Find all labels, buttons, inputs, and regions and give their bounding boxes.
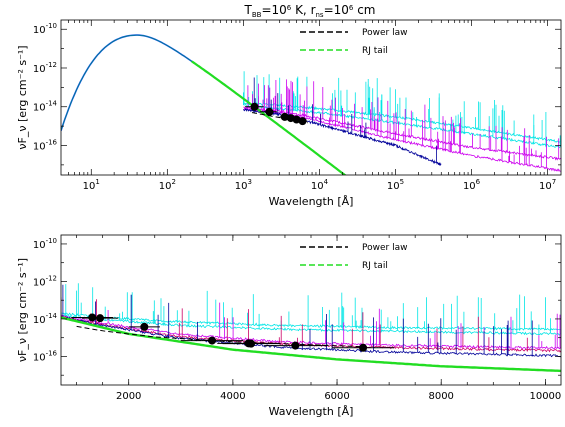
x-tick-label: 4000 — [220, 391, 245, 402]
x-tick-label: 6000 — [324, 391, 349, 402]
spectrum-series-0 — [243, 71, 561, 144]
x-tick-exponent: 7 — [552, 178, 556, 186]
chart-title: TBB=106 K, rns=106 cm — [244, 3, 376, 19]
x-tick-label: 10000 — [529, 391, 561, 402]
y-tick-label: 10-16 — [33, 138, 58, 152]
y-tick-base: 10 — [33, 103, 46, 114]
x-tick-base: 10 — [463, 181, 476, 192]
spectrum-series-4 — [61, 284, 561, 358]
x-axis-label: Wavelength [Å] — [269, 405, 354, 418]
legend-label: RJ tail — [362, 46, 388, 56]
y-tick-base: 10 — [33, 315, 46, 326]
y-tick-base: 10 — [33, 277, 46, 288]
y-tick-exponent: -16 — [46, 138, 58, 146]
data-point — [247, 339, 256, 348]
y-axis-label: νF_ν [erg cm⁻² s⁻¹] — [16, 45, 29, 149]
y-tick-base: 10 — [33, 64, 46, 75]
x-tick-base: 10 — [387, 181, 400, 192]
data-point — [140, 322, 149, 331]
spectrum-series-2 — [243, 79, 561, 161]
x-tick-label: 105 — [387, 178, 404, 192]
y-tick-label: 10-14 — [33, 100, 58, 114]
y-tick-exponent: -12 — [46, 61, 57, 69]
legend-label: Power law — [362, 243, 407, 253]
spectrum-series-0 — [61, 283, 561, 332]
y-tick-label: 10-12 — [33, 61, 57, 75]
y-tick-base: 10 — [33, 25, 46, 36]
data-point — [250, 102, 259, 111]
y-tick-exponent: -12 — [46, 274, 57, 282]
data-point — [208, 336, 217, 345]
plot-area — [61, 34, 561, 175]
x-axis-label: Wavelength [Å] — [269, 195, 354, 208]
x-tick-exponent: 2 — [171, 178, 175, 186]
legend-label: Power law — [362, 28, 407, 38]
x-tick-label: 8000 — [428, 391, 453, 402]
x-tick-base: 10 — [235, 181, 248, 192]
x-tick-base: 10 — [83, 181, 96, 192]
x-tick-base: 10 — [539, 181, 552, 192]
data-point — [265, 107, 274, 116]
x-tick-label: 101 — [83, 178, 100, 192]
y-tick-exponent: -14 — [46, 312, 58, 320]
plot-frame — [60, 19, 562, 176]
power-law-line — [251, 112, 308, 124]
y-tick-base: 10 — [33, 240, 46, 251]
y-tick-exponent: -10 — [46, 237, 57, 245]
y-tick-exponent: -14 — [46, 100, 58, 108]
y-tick-label: 10-10 — [33, 22, 57, 36]
plot-area — [61, 283, 561, 373]
x-tick-label: 2000 — [116, 391, 141, 402]
x-tick-exponent: 6 — [476, 178, 481, 186]
x-tick-exponent: 5 — [400, 178, 404, 186]
x-tick-base: 10 — [311, 181, 324, 192]
spectrum-series-1 — [61, 284, 561, 336]
bottom-panel: 2000 4000 6000 8000 1000010-1010-1210-1410-1… — [16, 234, 562, 418]
y-tick-label: 10-12 — [33, 274, 57, 288]
top-panel: 101 102 103 104 105 106 10710-1010-1210-1410-1… — [16, 19, 562, 208]
x-tick-base: 10 — [159, 181, 172, 192]
x-tick-exponent: 3 — [248, 178, 252, 186]
x-tick-label: 103 — [235, 178, 252, 192]
x-tick-label: 102 — [159, 178, 176, 192]
x-tick-exponent: 1 — [95, 178, 99, 186]
y-tick-label: 10-10 — [33, 237, 57, 251]
x-tick-label: 107 — [539, 178, 556, 192]
legend-label: RJ tail — [362, 261, 388, 271]
data-point — [298, 117, 307, 126]
x-tick-exponent: 4 — [324, 178, 329, 186]
x-tick-label: 104 — [311, 178, 329, 192]
y-tick-exponent: -10 — [46, 22, 57, 30]
x-tick-label: 106 — [463, 178, 481, 192]
spectrum-series-4 — [243, 77, 442, 167]
spectrum-series-3 — [243, 80, 561, 172]
plot-frame — [60, 234, 562, 386]
y-tick-base: 10 — [33, 141, 46, 152]
y-axis-label: νF_ν [erg cm⁻² s⁻¹] — [16, 258, 29, 362]
data-point — [88, 313, 97, 322]
y-tick-label: 10-16 — [33, 349, 58, 363]
data-point — [96, 314, 105, 323]
y-tick-exponent: -16 — [46, 349, 58, 357]
data-point — [280, 112, 289, 121]
spectrum-series-1 — [243, 76, 561, 149]
y-tick-base: 10 — [33, 352, 46, 363]
data-point — [291, 341, 300, 350]
data-point — [359, 343, 368, 352]
y-tick-label: 10-14 — [33, 312, 58, 326]
